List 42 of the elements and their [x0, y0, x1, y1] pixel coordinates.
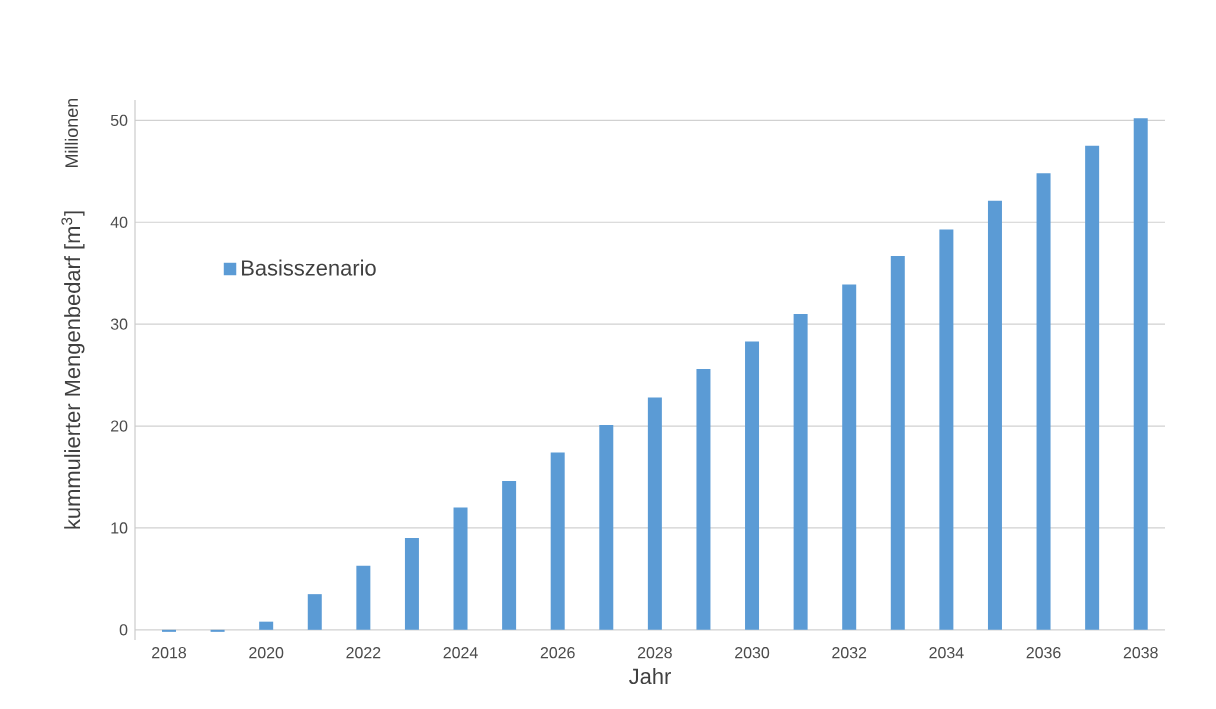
- text: Millionen: [64, 98, 78, 168]
- bar: [162, 629, 177, 632]
- x-tick-label: 2028: [637, 647, 672, 659]
- x-tick-label: 2026: [540, 647, 575, 659]
- bar: [1133, 118, 1148, 630]
- bar: [939, 229, 954, 630]
- x-tick-label: 2022: [346, 647, 381, 659]
- bar: [599, 425, 614, 630]
- bar: [987, 200, 1002, 630]
- y-axis-title: kummulierter Mengenbedarf [m$^{3}$]: [61, 211, 85, 529]
- bar: [842, 284, 857, 630]
- bar: [745, 341, 760, 630]
- bar: [453, 507, 468, 630]
- y-tick-label: 0: [119, 624, 128, 636]
- x-tick-label: 2030: [735, 647, 770, 659]
- bar: [1036, 173, 1051, 630]
- bar: [793, 313, 808, 630]
- x-tick-label: 2036: [1026, 647, 1061, 659]
- bar: [550, 452, 565, 630]
- bar: [1085, 145, 1100, 630]
- bar: [404, 538, 419, 630]
- x-tick-label: 2020: [249, 647, 284, 659]
- x-axis-title: Jahr: [629, 668, 671, 685]
- bar: [210, 629, 225, 632]
- y-tick-label: 30: [110, 318, 128, 330]
- x-tick-label: 2018: [152, 647, 187, 659]
- x-tick-label: 2034: [929, 647, 964, 659]
- y-tick-label: 50: [110, 114, 128, 127]
- y-tick-label: 40: [110, 216, 128, 228]
- x-tick-label: 2032: [832, 647, 867, 659]
- y-tick-label: 20: [111, 420, 128, 432]
- legend-label: Basisszenario: [242, 259, 376, 276]
- y-tick-label: 10: [111, 522, 128, 534]
- x-tick-label: 2024: [443, 647, 478, 659]
- bar: [647, 397, 662, 630]
- bar: [356, 565, 371, 630]
- bar: [259, 621, 274, 630]
- bar: [502, 481, 517, 630]
- bar: [307, 594, 322, 630]
- x-tick-label: 2038: [1123, 647, 1158, 659]
- bar: [696, 368, 711, 630]
- bar: [890, 255, 905, 630]
